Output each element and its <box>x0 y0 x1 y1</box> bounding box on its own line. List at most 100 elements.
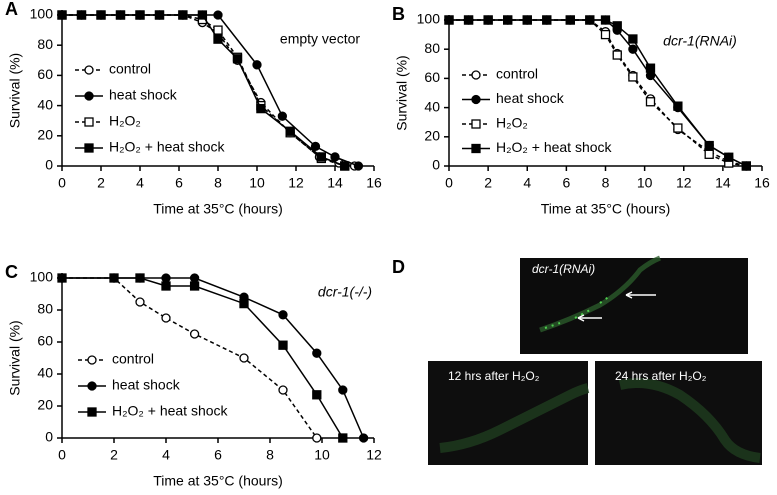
marker <box>154 10 165 20</box>
y-tick-label: 60 <box>37 333 53 349</box>
marker <box>278 310 288 320</box>
marker <box>213 25 223 35</box>
y-tick-label: 0 <box>432 157 440 173</box>
x-tick-label: 14 <box>715 175 731 191</box>
marker <box>522 15 532 25</box>
marker <box>278 340 288 350</box>
x-axis-label: Time at 35°C (hours) <box>153 201 283 217</box>
marker <box>109 273 119 283</box>
marker <box>277 111 288 121</box>
legend-marker <box>471 143 481 154</box>
x-tick-label: 10 <box>249 175 265 191</box>
y-axis-label: Survival (%) <box>7 53 23 128</box>
x-tick-label: 4 <box>136 175 144 191</box>
marker <box>673 101 683 111</box>
marker <box>542 15 552 25</box>
y-tick-label: 80 <box>37 36 53 52</box>
marker <box>463 15 474 25</box>
legend-marker <box>87 355 97 365</box>
marker <box>585 15 595 25</box>
y-tick-label: 80 <box>424 40 440 56</box>
marker <box>483 15 493 25</box>
y-tick-label: 100 <box>30 269 54 285</box>
marker <box>312 348 322 358</box>
marker <box>252 60 262 70</box>
marker <box>340 161 350 171</box>
arrow-head <box>625 291 633 299</box>
legend-label: heat shock <box>112 377 181 393</box>
legend-marker <box>84 65 94 75</box>
legend-label: control <box>109 61 151 77</box>
marker <box>338 433 348 443</box>
marker <box>57 273 67 283</box>
marker <box>213 34 223 44</box>
legend-label: heat shock <box>496 90 565 106</box>
marker <box>673 123 683 133</box>
legend-label: H₂O₂ <box>109 113 141 129</box>
annotation: dcr-1(-/-) <box>318 284 372 300</box>
x-tick-label: 6 <box>214 447 222 463</box>
legend-label: H₂O₂ + heat shock <box>112 403 229 419</box>
annotation: empty vector <box>280 31 360 47</box>
legend-marker <box>84 143 94 153</box>
y-tick-label: 40 <box>37 96 53 112</box>
panel-label: D <box>392 257 405 277</box>
marker <box>338 385 348 395</box>
marker <box>239 353 249 363</box>
marker <box>704 140 714 151</box>
marker <box>189 281 200 291</box>
y-tick-label: 20 <box>37 127 53 143</box>
x-tick-label: 8 <box>602 175 610 191</box>
x-tick-label: 12 <box>676 175 692 191</box>
y-tick-label: 0 <box>45 157 53 173</box>
marker <box>628 72 638 82</box>
arrow-head <box>577 314 585 322</box>
marker <box>135 273 145 283</box>
y-tick-label: 100 <box>417 11 441 27</box>
marker <box>232 54 243 64</box>
marker <box>600 15 611 25</box>
chart: C 0 20 40 60 80 100 0 2 4 6 8 10 12 Time at 35°C (hour… <box>5 262 382 489</box>
marker <box>628 44 638 54</box>
y-tick-label: 60 <box>424 69 440 85</box>
x-tick-label: 12 <box>288 175 304 191</box>
x-tick-label: 0 <box>58 447 66 463</box>
marker <box>285 126 295 136</box>
x-tick-label: 4 <box>523 175 531 191</box>
legend-label: H₂O₂ + heat shock <box>109 139 226 155</box>
marker <box>612 21 622 31</box>
image-label: 24 hrs after H₂O₂ <box>615 369 707 383</box>
worm <box>439 383 590 453</box>
marker <box>565 15 575 25</box>
legend-marker <box>84 117 94 127</box>
panel-d: D dcr-1(RNAi) 12 hrs after H₂O₂ 24 hrs a… <box>392 255 762 465</box>
marker <box>178 10 188 20</box>
marker <box>161 281 171 291</box>
y-tick-label: 40 <box>424 98 440 114</box>
legend-marker <box>84 91 94 101</box>
image-label: dcr-1(RNAi) <box>532 262 595 276</box>
x-tick-label: 4 <box>162 447 170 463</box>
marker <box>161 273 171 283</box>
marker <box>353 161 364 171</box>
panel-label: A <box>5 0 18 19</box>
legend-marker <box>87 381 97 391</box>
x-axis-label: Time at 35°C (hours) <box>541 201 671 217</box>
legend-label: heat shock <box>109 87 178 103</box>
marker <box>96 10 106 20</box>
x-tick-label: 16 <box>366 175 382 191</box>
worm <box>618 378 761 463</box>
marker <box>213 10 223 20</box>
marker <box>115 10 126 20</box>
series-line <box>449 19 747 167</box>
x-tick-label: 2 <box>110 447 118 463</box>
marker <box>197 10 208 20</box>
chart: B 0 20 40 60 80 100 0 2 4 6 8 10 12 14 16 Time at 35°C (… <box>392 4 770 217</box>
marker <box>358 433 369 443</box>
y-tick-label: 20 <box>37 397 53 413</box>
x-tick-label: 0 <box>445 175 453 191</box>
y-tick-label: 80 <box>37 301 53 317</box>
marker <box>645 97 656 107</box>
y-tick-label: 40 <box>37 365 53 381</box>
y-tick-label: 20 <box>424 128 440 144</box>
